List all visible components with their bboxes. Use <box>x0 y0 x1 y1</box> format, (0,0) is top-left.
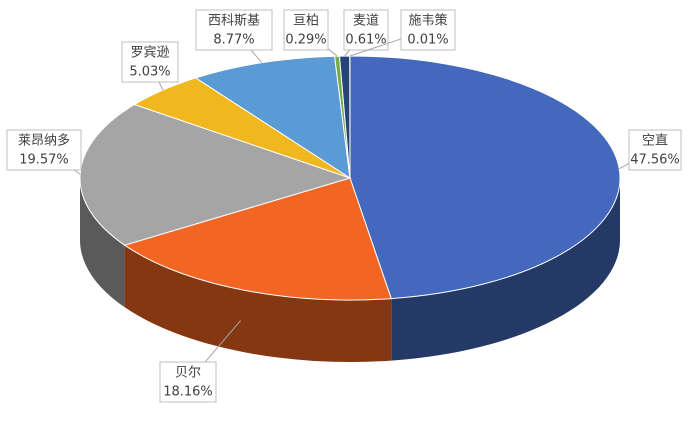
label-box <box>400 9 456 51</box>
value-label: 5.03% <box>129 65 170 80</box>
slice-side <box>124 245 392 362</box>
category-label: 罗宾逊 <box>130 45 169 61</box>
category-label: 莱昂纳多 <box>18 133 70 149</box>
category-label: 贝尔 <box>175 366 201 381</box>
category-label: 施韦策 <box>408 13 447 29</box>
value-label: 19.57% <box>19 153 69 168</box>
value-label: 0.61% <box>345 33 386 48</box>
slice <box>349 55 621 300</box>
slice <box>194 55 351 180</box>
category-label: 空直 <box>642 134 668 149</box>
category-label: 麦道 <box>353 14 379 29</box>
value-label: 47.56% <box>630 153 680 168</box>
value-label: 0.01% <box>407 33 448 48</box>
label-box <box>121 41 179 83</box>
value-label: 0.29% <box>285 33 326 48</box>
category-label: 西科斯基 <box>208 14 260 29</box>
label-box <box>6 129 82 171</box>
label-box <box>159 361 217 403</box>
category-label: 亘柏 <box>293 14 319 29</box>
slice-side <box>80 178 125 308</box>
label-box <box>195 9 273 51</box>
label-box <box>343 9 389 51</box>
slice <box>123 177 392 301</box>
label-box <box>283 9 329 51</box>
value-label: 18.16% <box>163 385 213 400</box>
slice-side <box>391 178 620 361</box>
label-box <box>628 129 682 171</box>
value-label: 8.77% <box>213 33 254 48</box>
slice <box>79 103 352 246</box>
